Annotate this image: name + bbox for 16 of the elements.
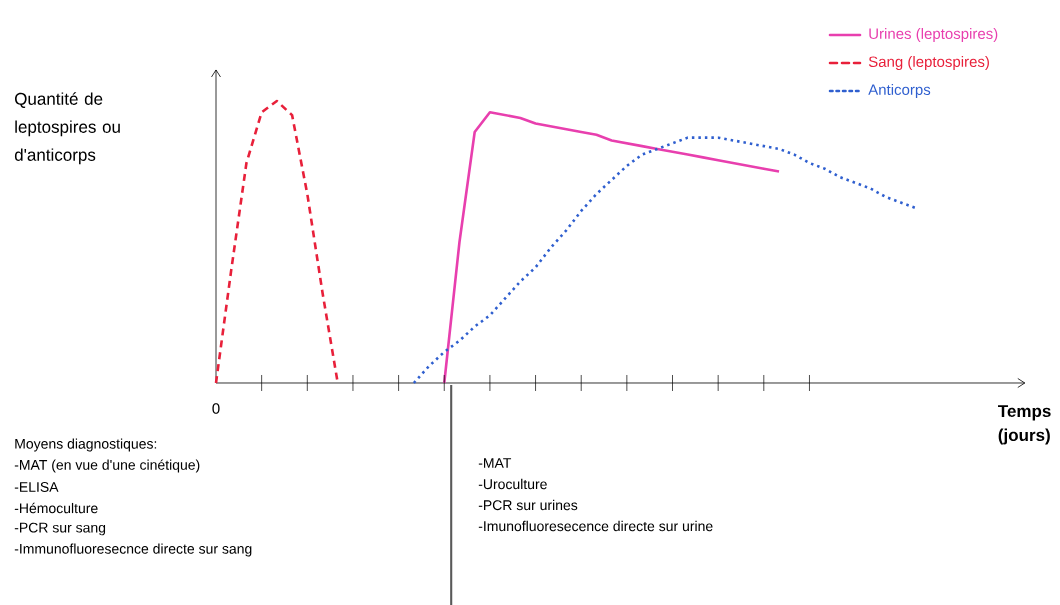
text: -Uroculture <box>478 478 547 490</box>
text: Quantité de leptospires ou d'anticorps <box>14 92 120 165</box>
text: -PCR sur urines <box>478 499 578 511</box>
legend-label: Urines (leptospires) <box>869 28 998 42</box>
x-axis-title: Temps (jours) <box>998 405 1051 445</box>
text: Moyens diagnostiques: <box>15 438 157 452</box>
text: -Immunofluoresecnce directe sur sang <box>14 543 252 557</box>
text: -ELISA <box>14 482 59 492</box>
text: -PCR sur sang <box>14 522 106 536</box>
text: 0 <box>212 403 220 414</box>
text: -MAT <box>478 458 512 468</box>
text: -MAT (en vue d'une cinétique) <box>14 459 200 473</box>
text: -Hémoculture <box>14 502 98 514</box>
legend-label: Anticorps <box>868 84 931 98</box>
text: -Imunofluoresecence directe sur urine <box>478 520 713 532</box>
legend-label: Sang (leptospires) <box>868 56 989 70</box>
